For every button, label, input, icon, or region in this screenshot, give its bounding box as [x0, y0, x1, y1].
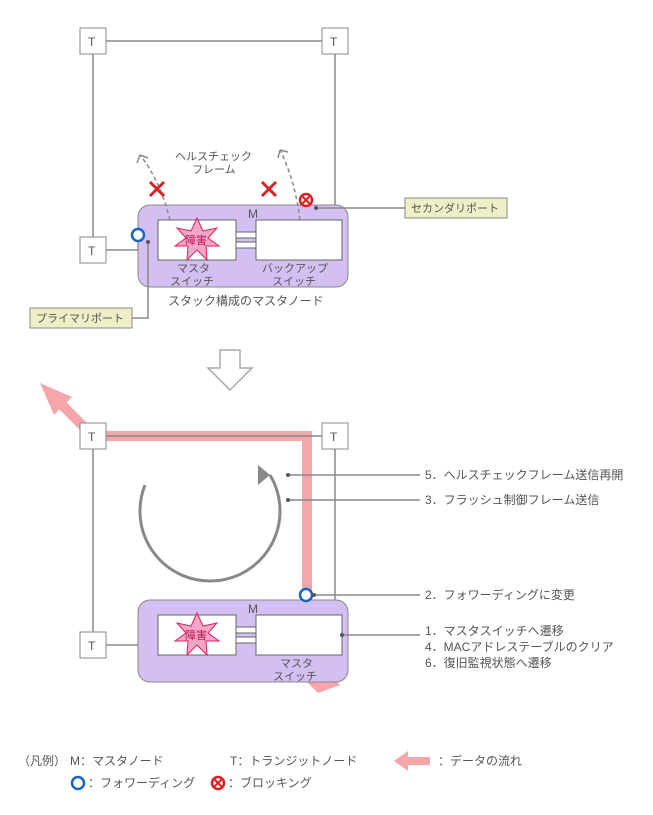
legend-blocking: ：ブロッキング	[228, 775, 312, 790]
stack-link	[236, 637, 256, 643]
legend: （凡例） M：マスタノード T：トランジットノード ：データの流れ ：フォワーデ…	[18, 751, 522, 790]
svg-text:（凡例）: （凡例）	[18, 754, 66, 768]
transition-arrow-icon	[208, 350, 252, 390]
health-check-label: ヘルスチェック	[175, 150, 252, 163]
transit-node: T	[80, 237, 106, 263]
flow-arrow-icon	[394, 751, 430, 771]
primary-port-label: プライマリポート	[36, 312, 124, 325]
fault-label: 障害	[185, 628, 207, 642]
health-check-label: フレーム	[192, 163, 236, 176]
legend-prefix: （凡例）	[18, 754, 66, 768]
backup-switch	[256, 220, 342, 260]
master-switch-label: マスタ	[177, 262, 210, 275]
backup-switch-label: スイッチ	[272, 275, 316, 288]
stack-link	[236, 232, 256, 238]
annotation: 1．マスタスイッチへ遷移	[425, 624, 564, 638]
forwarding-icon	[72, 777, 84, 789]
forwarding-port-icon	[300, 589, 312, 601]
t-label: T	[88, 35, 96, 49]
transit-node: T	[80, 28, 106, 54]
t-label: T	[330, 35, 338, 49]
master-switch	[256, 615, 342, 655]
circular-arrow-icon	[140, 465, 280, 581]
stack-link	[236, 242, 256, 248]
top-diagram: T T T M マスタ スイッチ バックアップ スイッチ 障害 スタック構成のマ…	[30, 28, 507, 328]
t-label: T	[88, 430, 96, 444]
legend-forwarding: ：フォワーディング	[88, 775, 195, 790]
m-label: M	[248, 207, 258, 221]
transit-node: T	[322, 423, 348, 449]
master-switch-label: スイッチ	[273, 670, 317, 683]
t-label: T	[88, 639, 96, 653]
backup-switch-label: バックアップ	[262, 262, 328, 275]
m-label: M	[248, 602, 258, 616]
annotation: 4．MACアドレステーブルのクリア	[425, 639, 614, 654]
blocking-port-icon	[300, 194, 312, 206]
legend-m: M：マスタノード	[70, 754, 164, 768]
annotation: 6．復旧監視状態へ遷移	[425, 655, 552, 670]
x-mark-icon	[262, 182, 276, 196]
master-switch-label: スイッチ	[170, 275, 214, 288]
transit-node: T	[80, 632, 106, 658]
bottom-diagram: T T T M 障害 マスタ スイッチ	[40, 383, 623, 693]
annotation: 3．フラッシュ制御フレーム送信	[425, 492, 599, 507]
legend-flow: ：データの流れ	[438, 753, 522, 768]
fault-label: 障害	[185, 233, 207, 247]
secondary-port-label: セカンダリポート	[411, 201, 499, 215]
transit-node: T	[322, 28, 348, 54]
t-label: T	[330, 430, 338, 444]
t-label: T	[88, 244, 96, 258]
annotation: 5．ヘルスチェックフレーム送信再開	[425, 467, 623, 482]
forwarding-port-icon	[132, 229, 144, 241]
master-switch-label: マスタ	[280, 657, 313, 670]
stack-caption: スタック構成のマスタノード	[168, 294, 324, 308]
annotation: 2．フォワーディングに変更	[425, 587, 575, 602]
legend-t: T：トランジットノード	[230, 754, 357, 768]
stack-link	[236, 627, 256, 633]
transit-node: T	[80, 423, 106, 449]
blocking-icon	[212, 777, 224, 789]
